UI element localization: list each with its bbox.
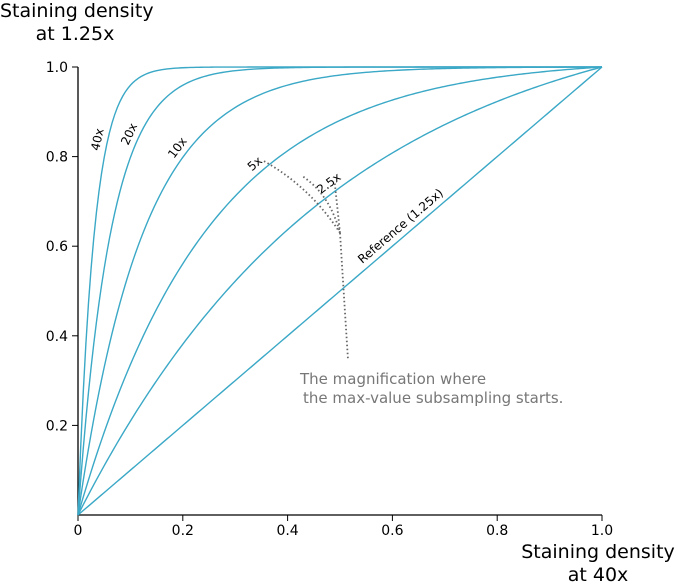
x-axis-title-line-1: Staining density [521,541,675,563]
annotation-leader [263,160,341,234]
series-line-2.5x [77,66,603,516]
x-tick-label: 0.8 [486,523,508,539]
series-label: 10x [165,135,190,161]
curves [77,66,603,516]
y-axis-title-line-1: Staining density [0,0,154,22]
x-tick-label: 0.6 [381,523,403,539]
annotation-leader [339,232,349,359]
y-axis-title: Staining density at 1.25x [0,0,154,46]
series-label-group: 40x [88,127,106,152]
annotation-line-2: the max-value subsampling starts. [303,389,563,407]
axes: 0 0.2 0.4 0.6 0.8 1.0 0.2 0.4 0.6 0.8 1.0 [46,60,613,539]
series-label: 2.5x [314,170,343,197]
series-label: 20x [118,121,140,147]
series-line-5x [77,66,603,516]
y-axis-title-line-2: at 1.25x [35,23,115,45]
annotation-leader [302,176,341,234]
series-label: 40x [88,127,106,152]
x-tick-label: 0.4 [276,523,298,539]
y-tick-label: 1.0 [46,60,68,76]
annotation-line-1: The magnification where [299,370,486,388]
series-label-group: Reference (1.25x) [355,186,446,266]
series-label-group: 20x [118,121,140,147]
x-tick-label: 1.0 [591,523,613,539]
x-axis-title-line-2: at 40x [567,564,629,586]
series-label-group: 2.5x [314,170,343,197]
series-label-group: 10x [165,135,190,161]
y-tick-label: 0.6 [46,239,68,255]
series-line-10x [77,66,603,516]
y-tick-label: 0.8 [46,150,68,166]
annotation-leader [333,183,341,233]
x-tick-label: 0.2 [172,523,194,539]
x-axis-title: Staining density at 40x [518,541,678,587]
y-tick-label: 0.2 [46,418,68,434]
y-tick-label: 0.4 [46,329,68,345]
series-label: Reference (1.25x) [355,186,446,266]
series-line-reference-1.25x [77,66,603,516]
x-tick-label: 0 [74,523,83,539]
